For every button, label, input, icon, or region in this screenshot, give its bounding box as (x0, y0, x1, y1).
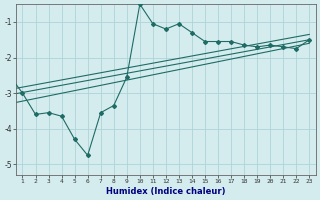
X-axis label: Humidex (Indice chaleur): Humidex (Indice chaleur) (106, 187, 226, 196)
